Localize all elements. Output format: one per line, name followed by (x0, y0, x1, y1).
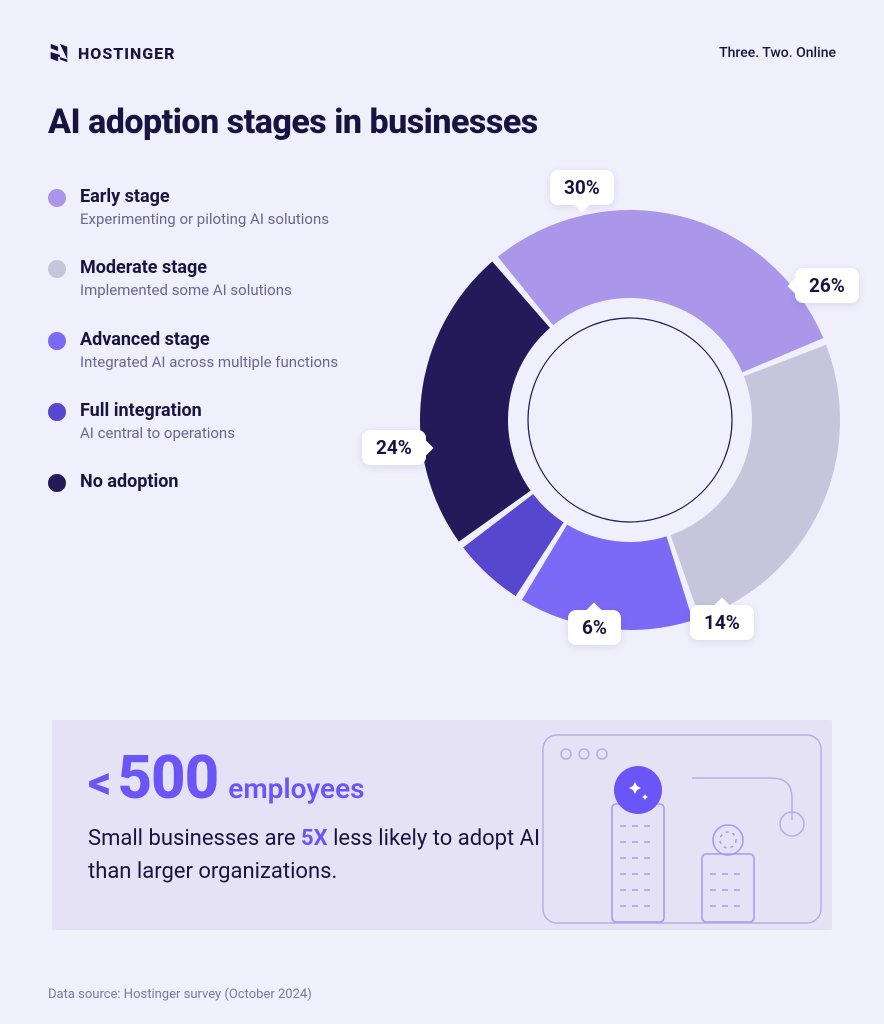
donut-data-label: 26% (795, 268, 859, 303)
legend-label: Moderate stage (80, 257, 292, 278)
callout-text-pre: Small businesses are (88, 826, 301, 851)
legend-swatch (48, 403, 66, 421)
legend-item: Moderate stageImplemented some AI soluti… (48, 257, 348, 300)
legend-desc: Integrated AI across multiple functions (80, 352, 338, 372)
legend-label: No adoption (80, 471, 179, 492)
donut-inner-disc (510, 300, 750, 540)
hostinger-icon (48, 42, 70, 64)
callout-lt: < (88, 760, 111, 806)
legend-desc: Implemented some AI solutions (80, 280, 292, 300)
tagline: Three. Two. Online (719, 45, 836, 61)
callout-number: 500 (117, 748, 218, 808)
legend-item: Early stageExperimenting or piloting AI … (48, 186, 348, 229)
donut-data-label: 14% (690, 605, 754, 640)
legend-swatch (48, 189, 66, 207)
donut-data-label: 30% (550, 170, 614, 205)
legend-item: Advanced stageIntegrated AI across multi… (48, 329, 348, 372)
callout-unit: employees (228, 772, 364, 805)
legend-item: No adoption (48, 471, 348, 492)
data-source: Data source: Hostinger survey (October 2… (48, 987, 312, 1002)
donut-data-label: 24% (362, 430, 426, 465)
legend-item: Full integrationAI central to operations (48, 400, 348, 443)
callout-illustration (542, 734, 822, 924)
donut-data-label: 6% (568, 610, 621, 645)
callout-box: < 500 employees Small businesses are 5X … (52, 720, 832, 930)
legend-swatch (48, 474, 66, 492)
donut-chart: 30%26%14%6%24% (400, 190, 860, 650)
brand-name: HOSTINGER (78, 44, 176, 63)
callout-highlight: 5X (301, 826, 328, 851)
legend-swatch (48, 260, 66, 278)
page-title: AI adoption stages in businesses (48, 102, 836, 142)
header: HOSTINGER Three. Two. Online (48, 42, 836, 64)
legend-label: Full integration (80, 400, 235, 421)
legend-swatch (48, 332, 66, 350)
donut-svg (400, 190, 860, 650)
callout-text: Small businesses are 5X less likely to a… (88, 822, 568, 888)
callout-headline: < 500 employees (88, 748, 365, 808)
brand-logo: HOSTINGER (48, 42, 176, 64)
legend-desc: AI central to operations (80, 423, 235, 443)
legend-label: Early stage (80, 186, 329, 207)
legend-desc: Experimenting or piloting AI solutions (80, 209, 329, 229)
chart-legend: Early stageExperimenting or piloting AI … (48, 186, 348, 492)
legend-label: Advanced stage (80, 329, 338, 350)
